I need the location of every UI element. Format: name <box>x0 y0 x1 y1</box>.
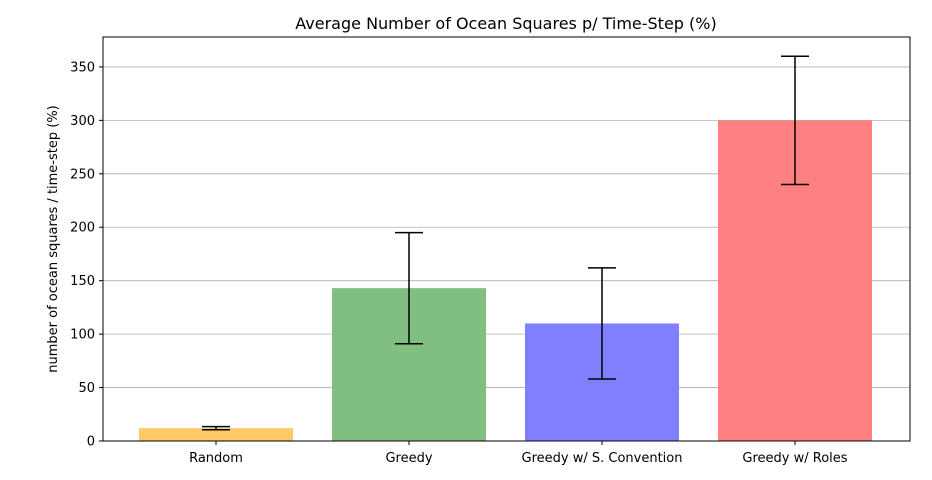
error-bar <box>395 231 423 345</box>
y-tick-label: 150 <box>70 274 95 289</box>
bar-random <box>139 428 293 441</box>
y-axis-label: number of ocean squares / time-step (%) <box>46 105 61 372</box>
y-tick-label: 300 <box>70 114 95 129</box>
x-tick-label: Random <box>189 451 243 466</box>
y-tick-label: 250 <box>70 167 95 182</box>
y-tick-label: 0 <box>87 435 95 450</box>
error-bar <box>588 267 616 380</box>
y-tick-label: 100 <box>70 328 95 343</box>
error-bar <box>202 425 230 431</box>
error-bars <box>202 55 809 431</box>
error-bar <box>781 55 809 186</box>
x-axis-ticks: Random Greedy Greedy w/ S. Convention Greed… <box>189 441 848 466</box>
grid-lines <box>103 66 910 388</box>
chart-title: Average Number of Ocean Squares p/ Time-… <box>295 14 716 33</box>
y-axis-ticks: 0 50 100 150 200 250 300 350 <box>70 60 103 450</box>
x-tick-label: Greedy w/ S. Convention <box>522 451 683 466</box>
y-tick-label: 50 <box>78 381 95 396</box>
plot-frame <box>102 36 911 442</box>
x-tick-label: Greedy w/ Roles <box>742 451 847 466</box>
x-tick-label: Greedy <box>385 451 432 466</box>
y-tick-label: 350 <box>70 60 95 75</box>
y-tick-label: 200 <box>70 221 95 236</box>
